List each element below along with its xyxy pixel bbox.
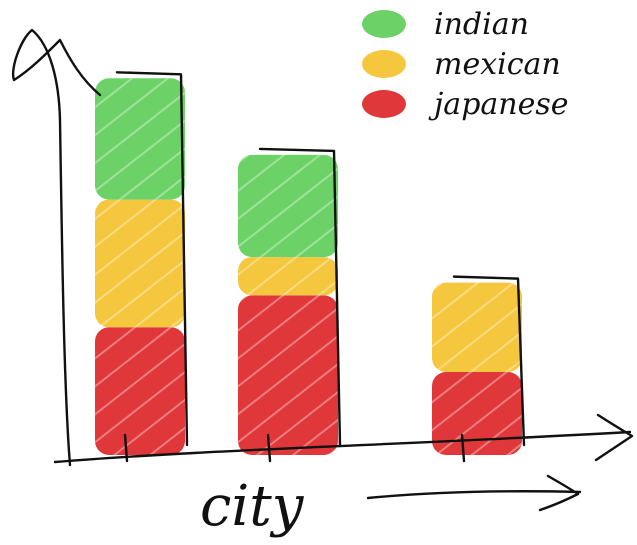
bar-scribble-japanese-3 [432,372,522,455]
x-axis-label: city [200,474,305,539]
bar-scribble-mexican-1 [95,199,185,328]
legend: indian mexican japanese [362,7,569,122]
x-label-arrow [366,474,582,512]
bar-scribble-indian-2 [238,154,338,258]
bars-layer [95,71,526,463]
bar-scribble-indian-1 [95,78,185,200]
legend-label-indian: indian [434,7,529,42]
bar-outline-2 [258,147,342,463]
legend-marker-indian [362,10,406,38]
legend-label-mexican: mexican [434,47,561,82]
bar-scribble-mexican-3 [432,282,522,372]
legend-marker-mexican [362,50,406,78]
legend-marker-japanese [362,90,406,118]
bar-scribble-mexican-2 [238,257,338,296]
x-axis-line [53,413,634,464]
legend-label-japanese: japanese [428,87,569,122]
y-axis-line [11,28,102,467]
bar-scribble-japanese-1 [95,327,185,455]
bar-scribble-japanese-2 [238,295,338,455]
